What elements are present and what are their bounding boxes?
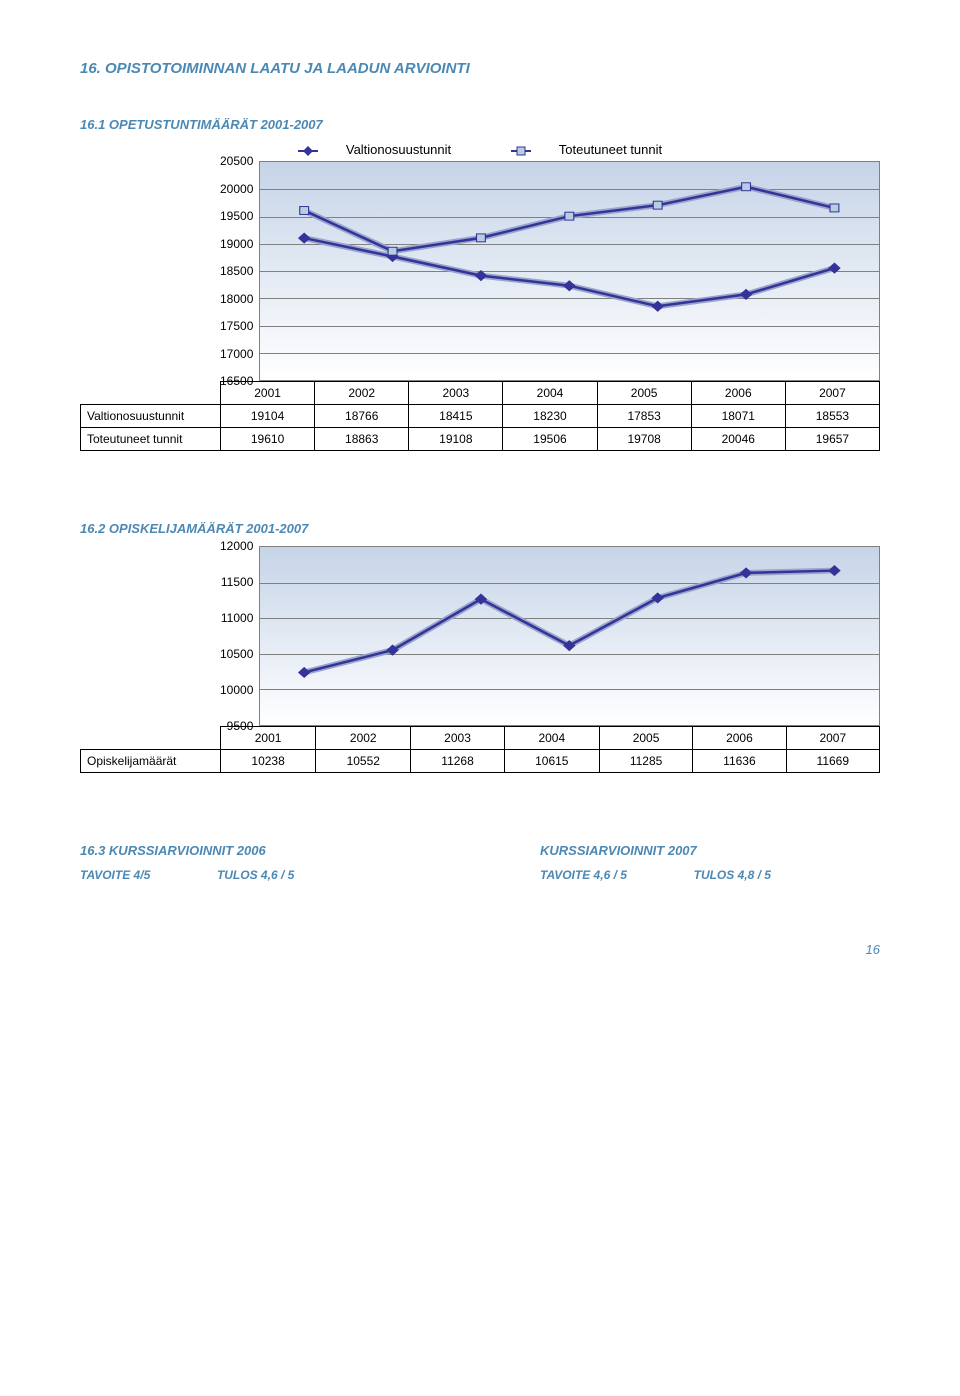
diamond-icon	[298, 150, 318, 152]
chart1-yaxis-labels: 2050020000195001900018500180001750017000…	[220, 161, 259, 381]
chart1-data-table: 2001200220032004200520062007Valtionosuus…	[80, 381, 880, 451]
tulos-label: TULOS 4,6 / 5	[217, 868, 294, 882]
square-icon	[511, 150, 531, 152]
chart2-data-table: 2001200220032004200520062007Opiskelijamä…	[80, 726, 880, 773]
section3: 16.3 KURSSIARVIOINNIT 2006 TAVOITE 4/5 T…	[80, 843, 880, 882]
chart2-yaxis-labels: 12000115001100010500100009500	[220, 546, 259, 726]
page-main-title: 16. OPISTOTOIMINNAN LAATU JA LAADUN ARVI…	[80, 60, 880, 77]
tavoite-label: TAVOITE 4,6 / 5	[540, 868, 627, 882]
tavoite-label: TAVOITE 4/5	[80, 868, 150, 882]
section2-title: 16.2 OPISKELIJAMÄÄRÄT 2001-2007	[80, 521, 880, 536]
chart-1: Valtionosuustunnit Toteutuneet tunnit 20…	[80, 142, 880, 451]
section3-left-title: 16.3 KURSSIARVIOINNIT 2006	[80, 843, 420, 858]
legend-label: Valtionosuustunnit	[346, 142, 451, 157]
legend-label: Toteutuneet tunnit	[559, 142, 662, 157]
tulos-label: TULOS 4,8 / 5	[694, 868, 771, 882]
page-number: 16	[80, 942, 880, 957]
section3-right-title: KURSSIARVIOINNIT 2007	[540, 843, 880, 858]
section1-title: 16.1 OPETUSTUNTIMÄÄRÄT 2001-2007	[80, 117, 880, 132]
chart2-plot	[259, 546, 880, 726]
chart1-plot	[259, 161, 880, 381]
chart1-legend: Valtionosuustunnit Toteutuneet tunnit	[80, 142, 880, 157]
chart-2: 12000115001100010500100009500 2001200220…	[80, 546, 880, 773]
